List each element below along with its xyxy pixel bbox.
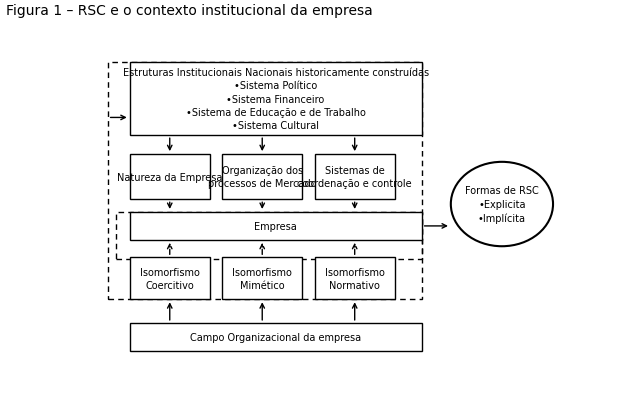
- Text: Formas de RSC
•Explicita
•Implícita: Formas de RSC •Explicita •Implícita: [465, 185, 539, 224]
- FancyBboxPatch shape: [129, 258, 210, 300]
- Text: Empresa: Empresa: [254, 222, 297, 231]
- Text: Isomorfismo
Mimético: Isomorfismo Mimético: [232, 267, 292, 290]
- FancyBboxPatch shape: [315, 258, 395, 300]
- FancyBboxPatch shape: [222, 155, 303, 200]
- Text: Organização dos
processos de Mercado: Organização dos processos de Mercado: [208, 166, 317, 189]
- FancyBboxPatch shape: [222, 258, 303, 300]
- Text: Estruturas Institucionais Nacionais historicamente construídas
•Sistema Político: Estruturas Institucionais Nacionais hist…: [122, 68, 429, 130]
- FancyBboxPatch shape: [129, 155, 210, 200]
- Text: Isomorfismo
Normativo: Isomorfismo Normativo: [325, 267, 384, 290]
- FancyBboxPatch shape: [129, 212, 421, 241]
- FancyBboxPatch shape: [129, 323, 421, 351]
- FancyBboxPatch shape: [315, 155, 395, 200]
- FancyBboxPatch shape: [129, 63, 421, 136]
- Text: Sistemas de
coordenação e controle: Sistemas de coordenação e controle: [298, 166, 412, 189]
- Text: Isomorfismo
Coercitivo: Isomorfismo Coercitivo: [140, 267, 200, 290]
- Text: Natureza da Empresa: Natureza da Empresa: [117, 172, 222, 182]
- Text: Figura 1 – RSC e o contexto institucional da empresa: Figura 1 – RSC e o contexto instituciona…: [6, 4, 373, 18]
- Text: Campo Organizacional da empresa: Campo Organizacional da empresa: [190, 332, 361, 342]
- Ellipse shape: [451, 162, 553, 247]
